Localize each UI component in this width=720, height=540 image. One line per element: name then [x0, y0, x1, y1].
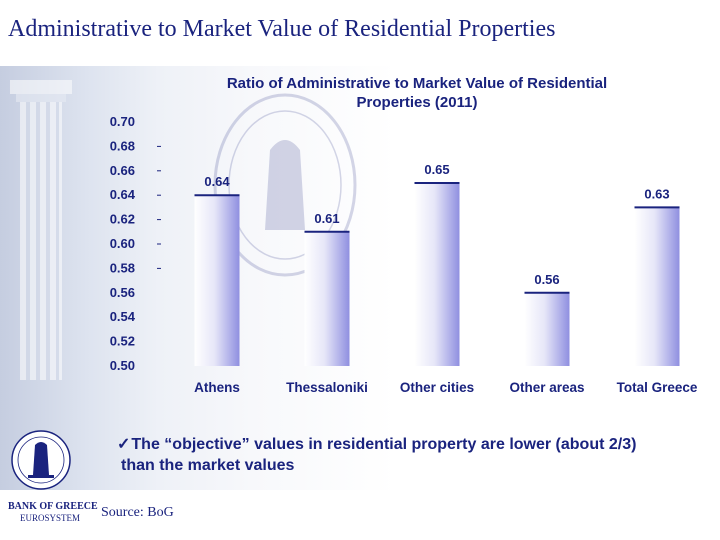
- slide-title: Administrative to Market Value of Reside…: [8, 16, 556, 42]
- data-label: 0.56: [534, 272, 559, 287]
- bar-other-areas: [524, 292, 570, 366]
- data-label: 0.65: [424, 162, 449, 177]
- bank-of-greece-seal-icon: [11, 430, 71, 490]
- data-label: 0.64: [204, 174, 230, 189]
- data-label: 0.63: [644, 186, 669, 201]
- bar-athens: [194, 195, 240, 366]
- x-category-label: Other cities: [400, 380, 474, 395]
- y-tick-label: 0.58: [110, 260, 135, 275]
- x-category-label: Total Greece: [617, 380, 698, 395]
- y-tick-label: 0.62: [110, 212, 135, 227]
- check-icon: ✓: [117, 436, 131, 453]
- y-tick-label: 0.50: [110, 358, 135, 373]
- bullet-line-2: than the market values: [121, 457, 295, 474]
- y-tick-label: 0.52: [110, 334, 135, 349]
- bar-chart: Ratio of Administrative to Market Value …: [110, 75, 698, 395]
- y-tick-label: 0.60: [110, 236, 135, 251]
- bullet-point: ✓The “objective” values in residential p…: [117, 434, 707, 476]
- x-category-label: Thessaloniki: [286, 380, 368, 395]
- x-category-label: Other areas: [509, 380, 584, 395]
- y-tick-label: 0.56: [110, 285, 135, 300]
- bank-name: BANK OF GREECE: [8, 501, 98, 512]
- x-category-label: Athens: [194, 380, 240, 395]
- y-tick-label: 0.54: [110, 309, 136, 324]
- y-tick-label: 0.68: [110, 138, 135, 153]
- bar-thessaloniki: [304, 231, 350, 366]
- y-tick-label: 0.66: [110, 163, 135, 178]
- chart-title-line-2: Properties (2011): [357, 94, 478, 111]
- chart-title-line-1: Ratio of Administrative to Market Value …: [227, 75, 607, 92]
- bar-total-greece: [634, 207, 680, 366]
- seal-watermark: [213, 93, 357, 277]
- content-background: [0, 66, 720, 490]
- source-note: Source: BoG: [101, 505, 174, 520]
- greek-column-decoration: [10, 80, 72, 380]
- bar-other-cities: [414, 183, 460, 366]
- y-tick-label: 0.70: [110, 114, 135, 129]
- y-tick-label: 0.64: [110, 187, 136, 202]
- footer: [0, 490, 720, 540]
- bullet-line-1: The “objective” values in residential pr…: [131, 436, 637, 453]
- eurosystem-label: EUROSYSTEM: [20, 513, 81, 523]
- data-label: 0.61: [314, 211, 339, 226]
